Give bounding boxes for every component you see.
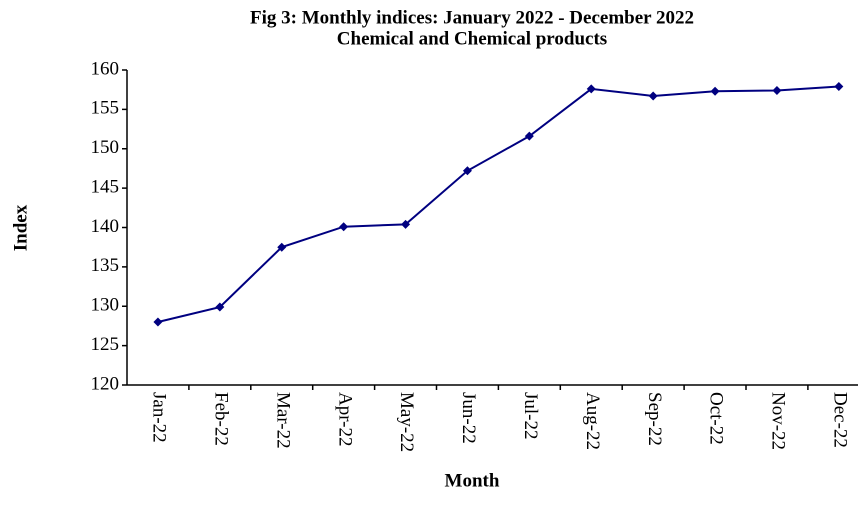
x-tick-label: Mar-22 (272, 392, 293, 449)
line (157, 85, 839, 323)
x-tick-label: Oct-22 (706, 392, 727, 445)
chart-subtitle: Chemical and Chemical products (337, 28, 607, 49)
marker (215, 302, 225, 312)
x-tick-label: May-22 (396, 392, 417, 452)
marker (524, 131, 534, 141)
chart-title: Fig 3: Monthly indices: January 2022 - D… (250, 7, 694, 28)
marker (339, 222, 349, 232)
y-tick-label: 130 (91, 295, 120, 316)
y-tick-label: 145 (91, 176, 120, 197)
marker (710, 86, 720, 96)
y-axis-label: Index (10, 204, 31, 251)
marker (153, 317, 163, 327)
y-tick-label: 125 (91, 334, 120, 355)
marker (834, 82, 844, 92)
x-tick-label: Jan-22 (149, 392, 170, 443)
marker (772, 85, 782, 95)
x-tick-label: Dec-22 (829, 392, 850, 448)
y-tick-label: 150 (91, 137, 120, 158)
y-tick-label: 135 (91, 255, 120, 276)
x-tick-label: Sep-22 (644, 392, 665, 446)
marker (586, 84, 596, 94)
x-tick-label: Jun-22 (458, 392, 479, 444)
y-tick-label: 120 (91, 373, 120, 394)
marker (462, 166, 472, 176)
marker (648, 91, 658, 101)
x-tick-label: Aug-22 (582, 392, 603, 450)
marker (401, 219, 411, 229)
y-tick-label: 140 (91, 216, 120, 237)
x-tick-label: Nov-22 (768, 392, 789, 450)
x-axis-label: Month (445, 470, 500, 491)
x-tick-label: Jul-22 (520, 392, 541, 440)
y-tick-label: 155 (91, 98, 120, 119)
x-tick-label: Feb-22 (210, 392, 231, 446)
y-tick-label: 160 (91, 58, 120, 79)
x-tick-label: Apr-22 (334, 392, 355, 447)
marker (277, 242, 287, 252)
